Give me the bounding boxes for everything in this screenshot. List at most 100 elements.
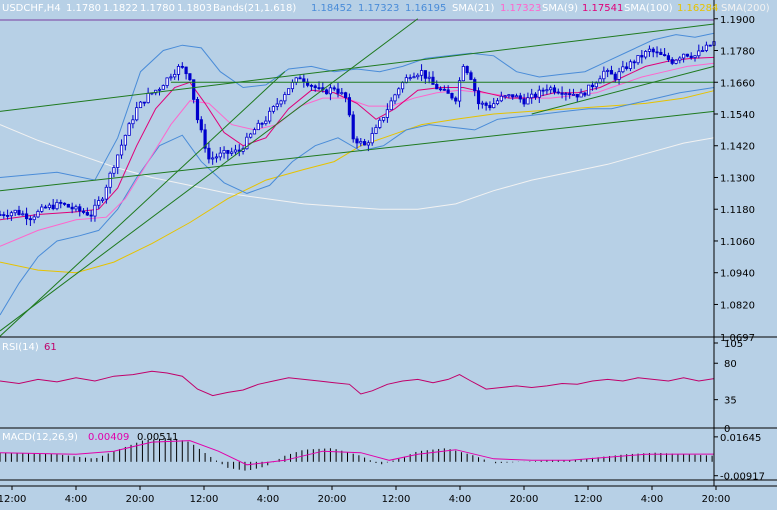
candle-body (2, 214, 6, 216)
candle-body (541, 89, 545, 92)
candle-body (609, 70, 614, 75)
candle-body (195, 99, 200, 121)
candle-body (670, 59, 674, 64)
candle-body (640, 55, 644, 58)
candle-body (655, 51, 659, 54)
candle-body (146, 92, 150, 104)
price-tick-label: 1.1300 (720, 173, 755, 184)
price-tick-label: 1.1780 (720, 47, 755, 58)
candle-body (397, 88, 401, 96)
candle-body (435, 84, 439, 90)
candle-body (260, 122, 264, 125)
candle-body (62, 202, 67, 205)
candle-body (644, 51, 648, 58)
time-tick-label: 12:00 (574, 494, 603, 505)
candle-body (412, 76, 416, 79)
candle-body (522, 98, 526, 105)
candle-body (488, 105, 492, 109)
candle-body (518, 95, 522, 100)
candle-body (340, 92, 344, 95)
candle-body (135, 107, 139, 121)
candle-body (157, 88, 162, 91)
candle-body (325, 89, 329, 95)
candle-body (526, 97, 530, 105)
price-tick-label: 1.1660 (720, 78, 755, 89)
candle-body (537, 89, 541, 98)
price-tick-label: 1.1900 (720, 15, 755, 26)
macd-tick-label: -0.00917 (720, 472, 765, 483)
candle-body (298, 77, 302, 80)
rsi-panel[interactable] (0, 370, 715, 397)
candle-body (457, 80, 462, 102)
candle-body (682, 53, 686, 59)
candle-body (199, 119, 203, 131)
candle-body (176, 65, 181, 75)
candle-body (704, 44, 709, 51)
candle-body (674, 59, 678, 64)
candle-body (230, 151, 234, 154)
macd-signal-line (0, 440, 714, 466)
open-value: 1.1780 (66, 3, 101, 14)
candle-body (173, 73, 177, 78)
time-tick-label: 4:00 (449, 494, 471, 505)
price-tick-label: 1.1420 (720, 142, 755, 153)
candle-body (245, 136, 249, 150)
price-tick-label: 1.0820 (720, 300, 755, 311)
macd-label: MACD(12,26,9) (2, 432, 78, 443)
sma21-label: SMA(21) (452, 3, 494, 14)
bands-upper-value: 1.18452 (311, 3, 352, 14)
candle-body (108, 172, 112, 188)
candle-body (70, 206, 74, 210)
candle-body (613, 73, 617, 80)
candle-body (617, 71, 621, 80)
candle-body (309, 84, 314, 87)
candle-body (492, 103, 496, 109)
candle-body (0, 214, 2, 216)
candle-body (416, 74, 420, 78)
rsi-tick-label: 80 (724, 359, 737, 370)
rsi-line (0, 370, 715, 397)
candle-body (530, 93, 534, 99)
candle-body (43, 206, 48, 209)
candle-body (423, 70, 427, 79)
candle-body (21, 213, 25, 216)
candle-body (651, 48, 655, 53)
sma9-label: SMA(9) (542, 3, 578, 14)
trend-line (0, 71, 286, 337)
candle-body (131, 119, 135, 125)
sma100-value: 1.16284 (677, 3, 718, 14)
candle-body (214, 156, 219, 159)
candle-body (192, 79, 196, 100)
price-tick-label: 1.1180 (720, 205, 755, 216)
candle-body (533, 93, 538, 98)
candle-body (93, 204, 97, 217)
candle-body (317, 87, 321, 89)
candle-body (560, 92, 564, 95)
candle-body (36, 210, 40, 218)
bands-lower-value: 1.16195 (405, 3, 446, 14)
candle-body (28, 218, 32, 221)
candle-body (503, 95, 507, 98)
macd-panel[interactable] (0, 437, 714, 471)
candle-body (400, 82, 405, 90)
candle-body (279, 100, 283, 105)
candle-body (564, 93, 568, 96)
candle-body (442, 88, 446, 91)
sma200-line (0, 124, 715, 210)
candle-body (100, 198, 105, 201)
candle-body (659, 51, 663, 55)
candle-body (378, 119, 382, 128)
candle-body (438, 88, 443, 91)
candle-body (461, 66, 465, 82)
candle-body (583, 92, 587, 96)
price-panel[interactable] (0, 18, 716, 337)
candle-body (446, 89, 450, 94)
macd-tick-label: 0.01645 (720, 433, 761, 444)
candle-body (89, 214, 93, 217)
candle-body (628, 61, 633, 69)
trend-line (0, 110, 715, 192)
high-value: 1.1822 (103, 3, 138, 14)
candle-body (116, 154, 120, 168)
candle-body (165, 77, 169, 86)
